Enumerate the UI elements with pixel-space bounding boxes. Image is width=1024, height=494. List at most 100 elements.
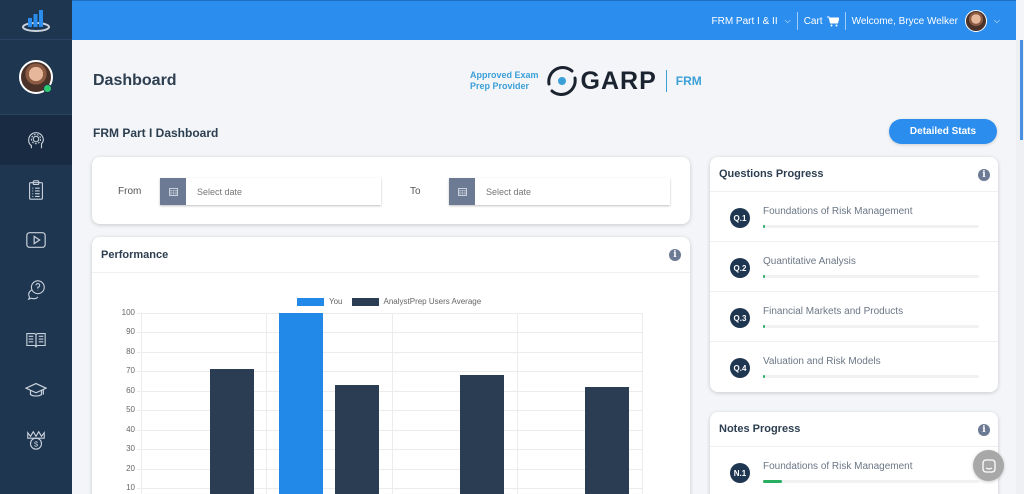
frm-label: FRM — [675, 74, 702, 88]
progress-bar-fill — [763, 225, 766, 228]
sidebar-item-videos[interactable] — [0, 215, 72, 265]
gridline — [137, 351, 642, 353]
chart-bar-average[interactable] — [334, 384, 379, 494]
info-icon[interactable]: i — [978, 169, 990, 181]
progress-item[interactable]: Q.2 Quantitative Analysis — [710, 241, 998, 291]
questions-progress-card: Questions Progress i Q.1 Foundations of R… — [710, 157, 998, 392]
progress-badge: Q.3 — [730, 308, 750, 328]
to-date-input[interactable] — [475, 178, 670, 205]
from-label: From — [118, 186, 142, 197]
legend-label-you: You — [329, 297, 343, 306]
gridline — [137, 390, 642, 392]
book-icon — [26, 333, 46, 348]
gridline — [137, 449, 642, 451]
legend-swatch-you[interactable] — [297, 297, 324, 306]
sidebar-item-exams[interactable] — [0, 365, 72, 415]
course-selector-label: FRM Part I & II — [711, 15, 778, 27]
notes-progress-card: Notes Progress i N.1 Foundations of Risk … — [710, 412, 998, 494]
progress-item[interactable]: Q.1 Foundations of Risk Management — [710, 191, 998, 241]
progress-label: Foundations of Risk Management — [763, 206, 913, 217]
performance-card: Performance i You AnalystPrep Users Aver… — [92, 237, 690, 494]
legend-swatch-average[interactable] — [351, 297, 379, 306]
course-selector-dropdown[interactable]: FRM Part I & II ⌵ — [711, 16, 790, 27]
legend-label-average: AnalystPrep Users Average — [383, 297, 482, 306]
gridline — [137, 429, 642, 431]
sidebar-item-dashboard[interactable] — [0, 115, 72, 165]
cart-link[interactable]: Cart — [804, 16, 839, 27]
date-filter-card: From To — [92, 157, 690, 224]
chat-icon — [981, 458, 996, 473]
chart-bar-average[interactable] — [209, 369, 254, 494]
online-status-dot — [43, 84, 52, 93]
progress-bar — [763, 225, 979, 228]
user-avatar — [964, 10, 987, 32]
to-date-picker[interactable] — [449, 178, 670, 205]
app-logo[interactable] — [0, 0, 72, 40]
bar-chart-logo-icon — [22, 9, 50, 32]
gridline — [516, 313, 518, 494]
progress-item[interactable]: Q.4 Valuation and Risk Models — [710, 341, 998, 391]
top-bar: FRM Part I & II ⌵ Cart Welcome, Bryce We… — [72, 0, 1016, 40]
detailed-stats-button[interactable]: Detailed Stats — [889, 119, 997, 144]
chart-bar-you[interactable] — [278, 313, 323, 494]
from-date-input[interactable] — [186, 178, 381, 205]
approved-line-2: Prep Provider — [470, 81, 530, 91]
sidebar-item-study-plan[interactable] — [0, 165, 72, 215]
chart-legend: You AnalystPrep Users Average — [297, 297, 481, 306]
progress-bar — [763, 480, 979, 483]
y-axis-tick: 100 — [121, 308, 135, 317]
divider — [92, 272, 690, 273]
info-icon[interactable]: i — [978, 424, 990, 436]
y-axis-tick: 60 — [126, 385, 135, 395]
page-title: Dashboard — [93, 72, 177, 89]
y-axis-tick: 50 — [126, 405, 135, 415]
gridline — [137, 371, 642, 373]
cart-label: Cart — [803, 15, 823, 27]
y-axis-tick: 70 — [126, 366, 135, 376]
sidebar-item-questions[interactable] — [0, 265, 72, 315]
money-crown-icon: $ — [27, 430, 45, 450]
section-title: FRM Part I Dashboard — [93, 126, 219, 140]
progress-label: Valuation and Risk Models — [763, 356, 881, 367]
chat-launcher-button[interactable] — [973, 450, 1004, 481]
welcome-text: Welcome, Bryce Welker — [851, 15, 958, 27]
progress-badge: N.1 — [730, 463, 750, 483]
y-axis-tick: 90 — [126, 327, 135, 337]
progress-bar — [763, 275, 979, 278]
chevron-down-icon: ⌵ — [993, 16, 1000, 25]
progress-bar-fill — [763, 375, 766, 378]
calendar-icon[interactable] — [449, 178, 475, 205]
progress-item[interactable]: N.1 Foundations of Risk Management — [710, 446, 998, 494]
chart-bar-average[interactable] — [585, 386, 630, 494]
gridline — [137, 332, 642, 334]
progress-item[interactable]: Q.3 Financial Markets and Products — [710, 291, 998, 341]
y-axis-tick: 10 — [126, 483, 135, 493]
gridline — [137, 410, 642, 412]
garp-swirl-icon — [546, 66, 577, 96]
sidebar-profile[interactable] — [0, 40, 72, 115]
gridline — [137, 488, 642, 490]
scrollbar-thumb[interactable] — [1020, 40, 1023, 140]
to-label: To — [410, 186, 421, 197]
progress-badge: Q.1 — [730, 208, 750, 228]
progress-badge: Q.4 — [730, 358, 750, 378]
y-axis-tick: 30 — [126, 444, 135, 454]
calendar-icon[interactable] — [160, 178, 186, 205]
approved-line-1: Approved Exam — [470, 70, 539, 80]
gridline — [391, 313, 393, 494]
gridline — [141, 313, 142, 494]
info-icon[interactable]: i — [669, 249, 681, 261]
user-menu[interactable]: Welcome, Bryce Welker ⌵ — [852, 10, 1000, 32]
from-date-picker[interactable] — [160, 178, 381, 205]
sidebar-item-notes[interactable] — [0, 315, 72, 365]
chart-bar-average[interactable] — [460, 375, 505, 494]
page-scrollbar[interactable] — [1016, 40, 1024, 494]
sidebar-item-pricing[interactable]: $ — [0, 415, 72, 465]
y-axis-tick: 80 — [126, 346, 135, 356]
sidebar: $ — [0, 0, 72, 494]
chevron-down-icon: ⌵ — [784, 16, 791, 25]
progress-bar — [763, 325, 979, 328]
progress-label: Financial Markets and Products — [763, 306, 904, 317]
questions-progress-title: Questions Progress — [719, 168, 824, 180]
progress-label: Foundations of Risk Management — [763, 461, 913, 472]
